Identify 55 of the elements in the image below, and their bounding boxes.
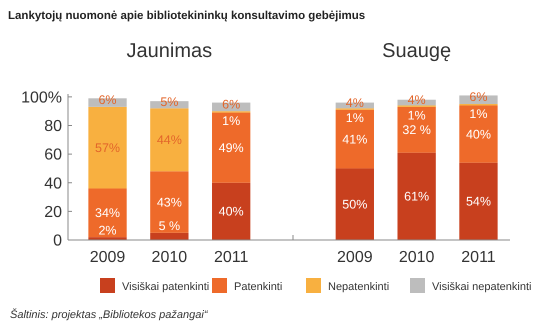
chart-title: Lankytojų nuomonė apie bibliotekininkų konsultavimo gebėjimus — [8, 10, 366, 22]
x-tick-label: 2010 — [152, 249, 188, 266]
data-label: 2% — [98, 224, 117, 238]
x-tick-label: 2009 — [90, 249, 126, 266]
y-tick-label: 40 — [44, 175, 62, 192]
x-tick-label: 2011 — [461, 249, 496, 266]
data-label: 5% — [160, 95, 178, 110]
data-label: 1% — [469, 106, 488, 121]
x-tick-label: 2009 — [337, 249, 373, 266]
bar — [336, 168, 374, 240]
y-tick-label: 60 — [44, 146, 62, 164]
bar — [212, 182, 250, 240]
bar — [150, 232, 189, 240]
legend-label: Visiškai nepatenkinti — [432, 280, 532, 293]
text: Šaltinis: projektas „Bibliotekos pažangai“ — [10, 308, 209, 321]
data-label: 61% — [404, 190, 430, 204]
legend-label: Patenkinti — [234, 280, 282, 293]
y-tick-label: 0 — [53, 232, 62, 250]
x-tick-label: 2011 — [214, 249, 248, 266]
data-label: 6% — [222, 97, 240, 112]
bar — [459, 105, 498, 163]
data-label: 40% — [466, 127, 491, 142]
bar — [88, 106, 127, 188]
data-label: 32 % — [402, 123, 431, 138]
bar — [336, 110, 374, 168]
data-label: 5 % — [158, 219, 180, 234]
data-label: 4% — [408, 92, 426, 107]
data-label: 54% — [466, 194, 491, 209]
bar — [397, 152, 436, 240]
data-label: 40% — [218, 204, 244, 219]
data-label: 43% — [156, 195, 182, 210]
data-label: 50% — [342, 198, 368, 212]
y-tick-label: 20 — [44, 204, 62, 221]
data-label: 41% — [342, 132, 368, 146]
bar — [150, 171, 189, 233]
data-label: 4% — [346, 96, 364, 110]
y-tick-label: 80 — [44, 118, 62, 136]
data-label: 34% — [95, 206, 120, 220]
data-label: 6% — [469, 90, 488, 104]
legend-label: Nepatenkinti — [328, 280, 390, 293]
data-label: 6% — [98, 92, 117, 107]
data-label: 1% — [408, 108, 426, 122]
data-label: 57% — [95, 141, 120, 156]
data-label: 49% — [218, 141, 244, 156]
bar — [212, 112, 250, 183]
bar — [459, 162, 498, 240]
legend-label: Visiškai patenkinti — [122, 280, 210, 293]
data-label: 1% — [346, 111, 364, 126]
bar — [150, 108, 189, 172]
y-tick-label: 100% — [21, 89, 62, 106]
data-label: 1% — [222, 114, 240, 128]
data-label: 44% — [156, 133, 182, 148]
text: Suaugę — [382, 40, 452, 62]
x-tick-label: 2010 — [398, 249, 435, 266]
text: Jaunimas — [126, 40, 212, 62]
